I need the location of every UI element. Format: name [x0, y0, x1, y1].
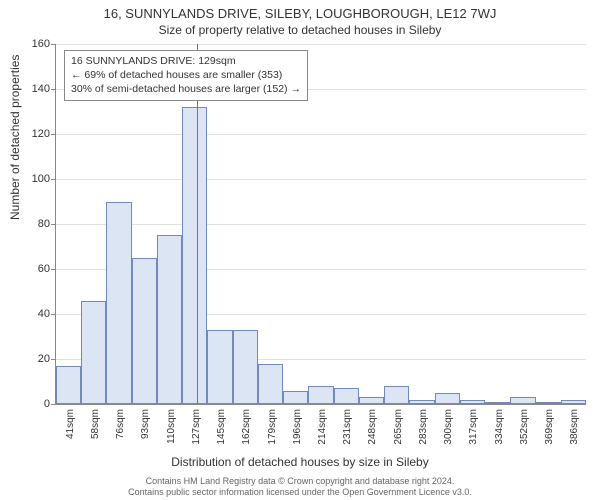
chart-title: 16, SUNNYLANDS DRIVE, SILEBY, LOUGHBOROU… [0, 0, 600, 21]
histogram-bar [359, 397, 384, 404]
xtick-label: 283sqm [418, 409, 429, 445]
xtick-label: 214sqm [317, 409, 328, 445]
ytick-mark [51, 404, 55, 405]
histogram-bar [536, 402, 561, 404]
xtick-label: 58sqm [90, 409, 101, 439]
ytick-mark [51, 179, 55, 180]
xtick-label: 231sqm [342, 409, 353, 445]
plot-area: 16 SUNNYLANDS DRIVE: 129sqm← 69% of deta… [55, 44, 586, 405]
ytick-mark [51, 224, 55, 225]
ytick-label: 140 [10, 83, 50, 95]
histogram-bar [384, 386, 409, 404]
histogram-bar [409, 400, 434, 405]
histogram-bar [81, 301, 106, 405]
ytick-mark [51, 269, 55, 270]
ytick-label: 80 [10, 218, 50, 230]
ytick-mark [51, 44, 55, 45]
xtick-label: 179sqm [267, 409, 278, 445]
xtick-label: 352sqm [519, 409, 530, 445]
xtick-label: 196sqm [292, 409, 303, 445]
xtick-label: 41sqm [65, 409, 76, 439]
ytick-mark [51, 134, 55, 135]
annotation-line: 16 SUNNYLANDS DRIVE: 129sqm [71, 54, 301, 68]
chart-footer: Contains HM Land Registry data © Crown c… [0, 476, 600, 498]
ytick-mark [51, 359, 55, 360]
ytick-label: 120 [10, 128, 50, 140]
gridline [56, 224, 586, 225]
histogram-bar [258, 364, 283, 405]
xtick-label: 76sqm [115, 409, 126, 439]
ytick-label: 60 [10, 263, 50, 275]
xtick-label: 317sqm [468, 409, 479, 445]
xtick-label: 110sqm [166, 409, 177, 444]
ytick-label: 0 [10, 398, 50, 410]
xtick-label: 162sqm [241, 409, 252, 445]
gridline [56, 134, 586, 135]
histogram-bar [182, 107, 207, 404]
ytick-mark [51, 314, 55, 315]
histogram-bar [485, 402, 510, 404]
histogram-bar [561, 400, 586, 405]
xtick-label: 93sqm [140, 409, 151, 439]
xtick-label: 248sqm [367, 409, 378, 445]
histogram-bar [106, 202, 131, 405]
histogram-bar [308, 386, 333, 404]
histogram-bar [435, 393, 460, 404]
annotation-line: 30% of semi-detached houses are larger (… [71, 82, 301, 96]
histogram-bar [460, 400, 485, 405]
ytick-label: 40 [10, 308, 50, 320]
annotation-line: ← 69% of detached houses are smaller (35… [71, 68, 301, 82]
histogram-bar [283, 391, 308, 405]
xtick-label: 265sqm [393, 409, 404, 445]
ytick-label: 20 [10, 353, 50, 365]
chart-subtitle: Size of property relative to detached ho… [0, 21, 600, 37]
xtick-label: 300sqm [443, 409, 454, 445]
histogram-bar [157, 235, 182, 404]
ytick-label: 100 [10, 173, 50, 185]
xtick-label: 386sqm [569, 409, 580, 445]
histogram-bar [207, 330, 232, 404]
histogram-bar [132, 258, 157, 404]
histogram-bar [510, 397, 535, 404]
x-axis-label: Distribution of detached houses by size … [0, 455, 600, 469]
ytick-mark [51, 89, 55, 90]
footer-line2: Contains public sector information licen… [0, 487, 600, 498]
histogram-bar [334, 388, 359, 404]
footer-line1: Contains HM Land Registry data © Crown c… [0, 476, 600, 487]
xtick-label: 334sqm [494, 409, 505, 445]
gridline [56, 179, 586, 180]
histogram-bar [56, 366, 81, 404]
xtick-label: 145sqm [216, 409, 227, 445]
ytick-label: 160 [10, 38, 50, 50]
xtick-label: 369sqm [544, 409, 555, 445]
xtick-label: 127sqm [191, 409, 202, 445]
gridline [56, 44, 586, 45]
histogram-bar [233, 330, 258, 404]
annotation-box: 16 SUNNYLANDS DRIVE: 129sqm← 69% of deta… [64, 50, 308, 101]
